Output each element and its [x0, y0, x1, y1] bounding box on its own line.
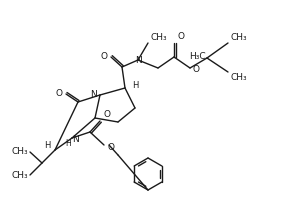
Text: H: H	[132, 81, 138, 89]
Text: O: O	[100, 51, 107, 61]
Text: CH₃: CH₃	[230, 73, 247, 82]
Text: H: H	[65, 138, 71, 147]
Text: O: O	[192, 65, 199, 73]
Text: H₃C: H₃C	[190, 51, 206, 61]
Text: O: O	[55, 88, 62, 97]
Text: O: O	[103, 110, 110, 119]
Text: CH₃: CH₃	[230, 33, 247, 42]
Text: N: N	[134, 55, 141, 65]
Text: N: N	[90, 89, 97, 99]
Text: O: O	[107, 142, 114, 151]
Text: CH₃: CH₃	[150, 33, 167, 42]
Text: N: N	[72, 134, 78, 143]
Text: O: O	[177, 32, 184, 41]
Text: H: H	[43, 142, 50, 150]
Text: CH₃: CH₃	[11, 172, 28, 180]
Text: CH₃: CH₃	[11, 146, 28, 156]
